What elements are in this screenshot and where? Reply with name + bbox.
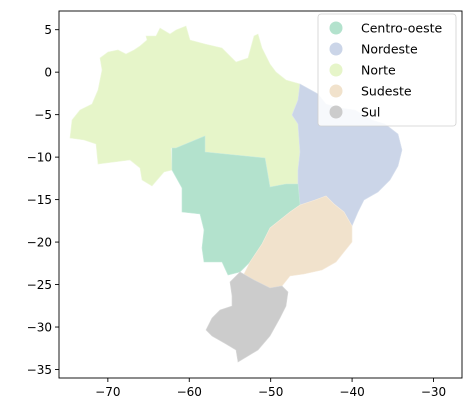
legend-marker <box>329 42 343 56</box>
x-tick-label: −60 <box>177 385 202 399</box>
axes-frame <box>58 10 463 379</box>
legend-label: Nordeste <box>361 42 418 57</box>
x-tick-label: −40 <box>339 385 364 399</box>
y-tick-label: −35 <box>27 363 52 377</box>
legend-entry-nordeste: Nordeste <box>329 42 418 57</box>
legend-entry-sul: Sul <box>329 105 380 120</box>
legend-label: Sudeste <box>361 84 412 99</box>
legend-entry-sudeste: Sudeste <box>329 84 412 99</box>
legend-label: Sul <box>361 105 380 120</box>
legend-frame <box>317 13 457 127</box>
legend-label: Norte <box>361 63 396 78</box>
y-tick-label: −5 <box>34 108 52 122</box>
x-tick-label: −50 <box>258 385 283 399</box>
legend-entry-centro-oeste: Centro-oeste <box>329 21 442 36</box>
y-tick-label: −15 <box>27 193 52 207</box>
x-tick-label: −70 <box>95 385 120 399</box>
y-tick-label: 5 <box>44 23 52 37</box>
region-sudeste <box>243 195 353 289</box>
x-tick-label: −30 <box>421 385 446 399</box>
legend-marker <box>329 21 343 35</box>
y-axis: 5 0 −5 −10 −15 −20 −25 −30 −35 <box>27 23 59 377</box>
legend-marker <box>329 105 343 119</box>
y-tick-label: −30 <box>27 320 52 334</box>
region-sul <box>205 271 289 363</box>
legend: Centro-oeste Nordeste Norte Sudeste Sul <box>317 13 457 127</box>
x-axis: −70 −60 −50 −40 −30 <box>95 378 446 399</box>
legend-marker <box>329 63 343 77</box>
y-tick-label: −10 <box>27 150 52 164</box>
legend-entry-norte: Norte <box>329 63 396 78</box>
y-tick-label: −25 <box>27 278 52 292</box>
y-tick-label: −20 <box>27 235 52 249</box>
legend-marker <box>329 84 343 98</box>
legend-label: Centro-oeste <box>361 21 442 36</box>
y-tick-label: 0 <box>44 65 52 79</box>
